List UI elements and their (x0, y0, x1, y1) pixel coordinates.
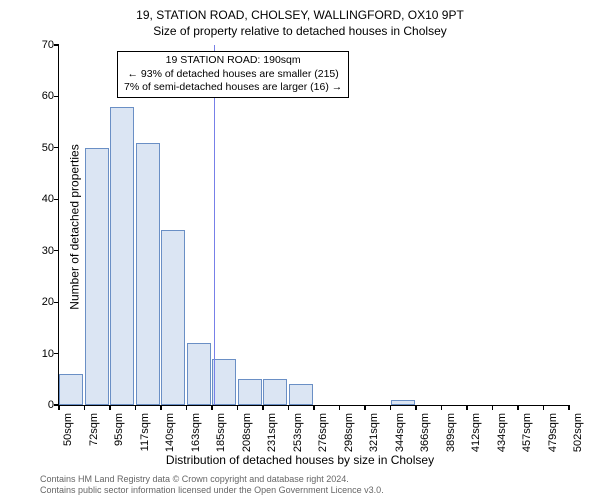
xtick-label: 479sqm (547, 413, 559, 461)
histogram-bar (161, 230, 185, 405)
xtick-label: 185sqm (215, 413, 227, 461)
ytick-mark (54, 302, 59, 303)
xtick-label: 231sqm (266, 413, 278, 461)
xtick-mark (441, 405, 442, 410)
chart-container: 19, STATION ROAD, CHOLSEY, WALLINGFORD, … (0, 0, 600, 500)
xtick-mark (415, 405, 416, 410)
histogram-bar (212, 359, 236, 405)
ytick-label: 50 (42, 142, 54, 154)
ytick-mark (54, 147, 59, 148)
histogram-bar (187, 343, 211, 405)
xtick-mark (58, 405, 59, 410)
ytick-label: 30 (42, 245, 54, 257)
ytick-label: 60 (42, 90, 54, 102)
xtick-mark (237, 405, 238, 410)
xtick-label: 163sqm (190, 413, 202, 461)
ytick-label: 40 (42, 193, 54, 205)
xtick-label: 208sqm (241, 413, 253, 461)
xtick-label: 253sqm (292, 413, 304, 461)
xtick-mark (160, 405, 161, 410)
xtick-mark (211, 405, 212, 410)
reference-line (214, 45, 215, 405)
xtick-label: 344sqm (394, 413, 406, 461)
xtick-mark (390, 405, 391, 410)
ytick-mark (54, 199, 59, 200)
xtick-label: 140sqm (164, 413, 176, 461)
xtick-mark (364, 405, 365, 410)
xtick-mark (186, 405, 187, 410)
xtick-mark (543, 405, 544, 410)
xtick-label: 366sqm (419, 413, 431, 461)
histogram-bar (110, 107, 134, 405)
xtick-label: 389sqm (445, 413, 457, 461)
xtick-label: 434sqm (496, 413, 508, 461)
histogram-bar (289, 384, 313, 405)
histogram-bar (263, 379, 287, 405)
xtick-mark (492, 405, 493, 410)
info-line3: 7% of semi-detached houses are larger (1… (124, 81, 342, 95)
xtick-label: 412sqm (470, 413, 482, 461)
plot-area (58, 45, 569, 406)
footer-line2: Contains public sector information licen… (40, 485, 384, 496)
xtick-label: 95sqm (113, 413, 125, 461)
xtick-mark (339, 405, 340, 410)
ytick-mark (54, 353, 59, 354)
histogram-bar (59, 374, 83, 405)
xtick-mark (568, 405, 569, 410)
xtick-label: 276sqm (317, 413, 329, 461)
info-line1: 19 STATION ROAD: 190sqm (124, 54, 342, 68)
xtick-label: 457sqm (521, 413, 533, 461)
histogram-bar (238, 379, 262, 405)
ytick-mark (54, 44, 59, 45)
ytick-label: 20 (42, 296, 54, 308)
footer: Contains HM Land Registry data © Crown c… (40, 474, 384, 496)
histogram-bar (85, 148, 109, 405)
chart-title-line1: 19, STATION ROAD, CHOLSEY, WALLINGFORD, … (0, 8, 600, 22)
xtick-mark (109, 405, 110, 410)
info-line2: ← 93% of detached houses are smaller (21… (124, 68, 342, 82)
xtick-mark (84, 405, 85, 410)
histogram-bar (391, 400, 415, 405)
xtick-label: 321sqm (368, 413, 380, 461)
xtick-mark (517, 405, 518, 410)
xtick-label: 298sqm (343, 413, 355, 461)
xtick-mark (466, 405, 467, 410)
xtick-label: 50sqm (62, 413, 74, 461)
ytick-label: 70 (42, 39, 54, 51)
xtick-label: 502sqm (572, 413, 584, 461)
ytick-label: 10 (42, 348, 54, 360)
ytick-label: 0 (48, 399, 54, 411)
xtick-mark (313, 405, 314, 410)
histogram-bar (136, 143, 160, 405)
ytick-mark (54, 250, 59, 251)
chart-title-line2: Size of property relative to detached ho… (0, 24, 600, 38)
info-box: 19 STATION ROAD: 190sqm ← 93% of detache… (117, 51, 349, 98)
footer-line1: Contains HM Land Registry data © Crown c… (40, 474, 384, 485)
xtick-mark (262, 405, 263, 410)
ytick-mark (54, 96, 59, 97)
xtick-mark (288, 405, 289, 410)
xtick-label: 117sqm (139, 413, 151, 461)
xtick-label: 72sqm (88, 413, 100, 461)
xtick-mark (135, 405, 136, 410)
